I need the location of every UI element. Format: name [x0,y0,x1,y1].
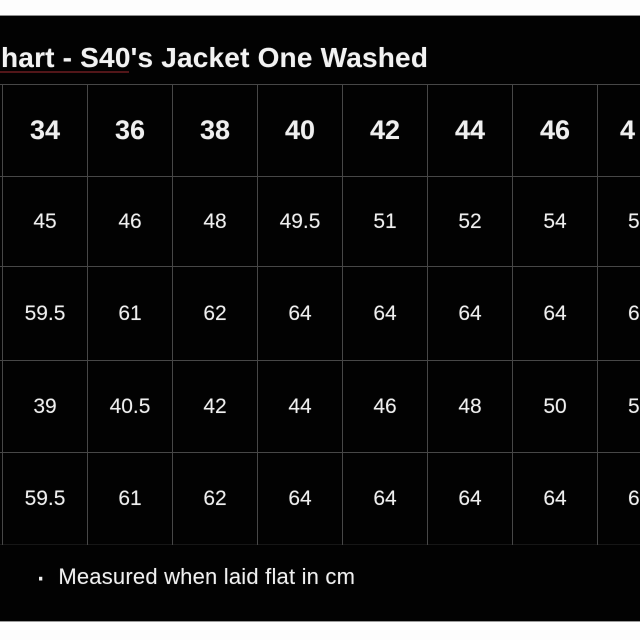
size-cell: 64 [543,486,567,510]
size-cell-clipped: 5 [628,209,640,233]
size-cell: 64 [373,486,397,510]
table-grid-vline [427,84,428,545]
size-cell: 49.5 [279,209,321,233]
table-grid-vline [172,84,173,545]
table-grid-vline [512,84,513,545]
table-grid-vline [342,84,343,545]
table-grid-hline [0,176,640,177]
table-grid-hline [0,266,640,267]
size-cell: 64 [288,301,312,325]
size-col-header: 40 [284,115,316,145]
size-chart-photo [0,16,640,621]
size-col-header: 42 [369,115,401,145]
note-text: Measured when laid flat in cm [58,564,356,589]
size-col-header-clipped: 4 [620,115,636,145]
size-cell: 46 [373,394,397,418]
size-col-header: 36 [114,115,146,145]
size-cell: 61 [118,486,142,510]
size-cell: 54 [543,209,567,233]
size-cell-clipped: 6 [628,301,640,325]
size-cell: 48 [458,394,482,418]
table-grid-hline [0,452,640,453]
size-cell: 64 [458,486,482,510]
table-grid-hline [0,84,640,85]
size-col-header: 38 [199,115,231,145]
size-cell: 40.5 [109,394,151,418]
table-grid-hline [0,544,640,545]
size-cell-clipped: 6 [628,486,640,510]
size-cell: 52 [458,209,482,233]
size-cell: 45 [33,209,57,233]
table-grid-vline [2,84,3,545]
size-cell: 42 [203,394,227,418]
size-cell: 51 [373,209,397,233]
top-white-strip [0,0,640,16]
size-col-header: 44 [454,115,486,145]
table-grid-vline [87,84,88,545]
size-cell: 64 [288,486,312,510]
size-cell: 59.5 [24,486,66,510]
table-grid-vline [597,84,598,545]
size-cell: 44 [288,394,312,418]
size-cell-clipped: 5 [628,394,640,418]
size-cell: 62 [203,301,227,325]
size-cell: 59.5 [24,301,66,325]
size-cell: 62 [203,486,227,510]
bottom-white-strip [0,621,640,640]
size-cell: 39 [33,394,57,418]
size-cell: 50 [543,394,567,418]
size-cell: 64 [373,301,397,325]
title-underline [0,71,129,73]
size-cell: 64 [543,301,567,325]
table-grid-vline [257,84,258,545]
size-cell: 61 [118,301,142,325]
size-col-header: 34 [29,115,61,145]
size-table: 34 36 38 40 42 44 46 4 45 46 48 49.5 51 … [0,84,640,545]
page-title: hart - S40's Jacket One Washed [1,42,429,73]
measurement-note: · Measured when laid flat in cm [35,560,355,594]
size-cell: 46 [118,209,142,233]
size-cell: 64 [458,301,482,325]
table-grid-hline [0,360,640,361]
size-cell: 48 [203,209,227,233]
size-col-header: 46 [539,115,571,145]
note-bullet: · [35,558,47,596]
